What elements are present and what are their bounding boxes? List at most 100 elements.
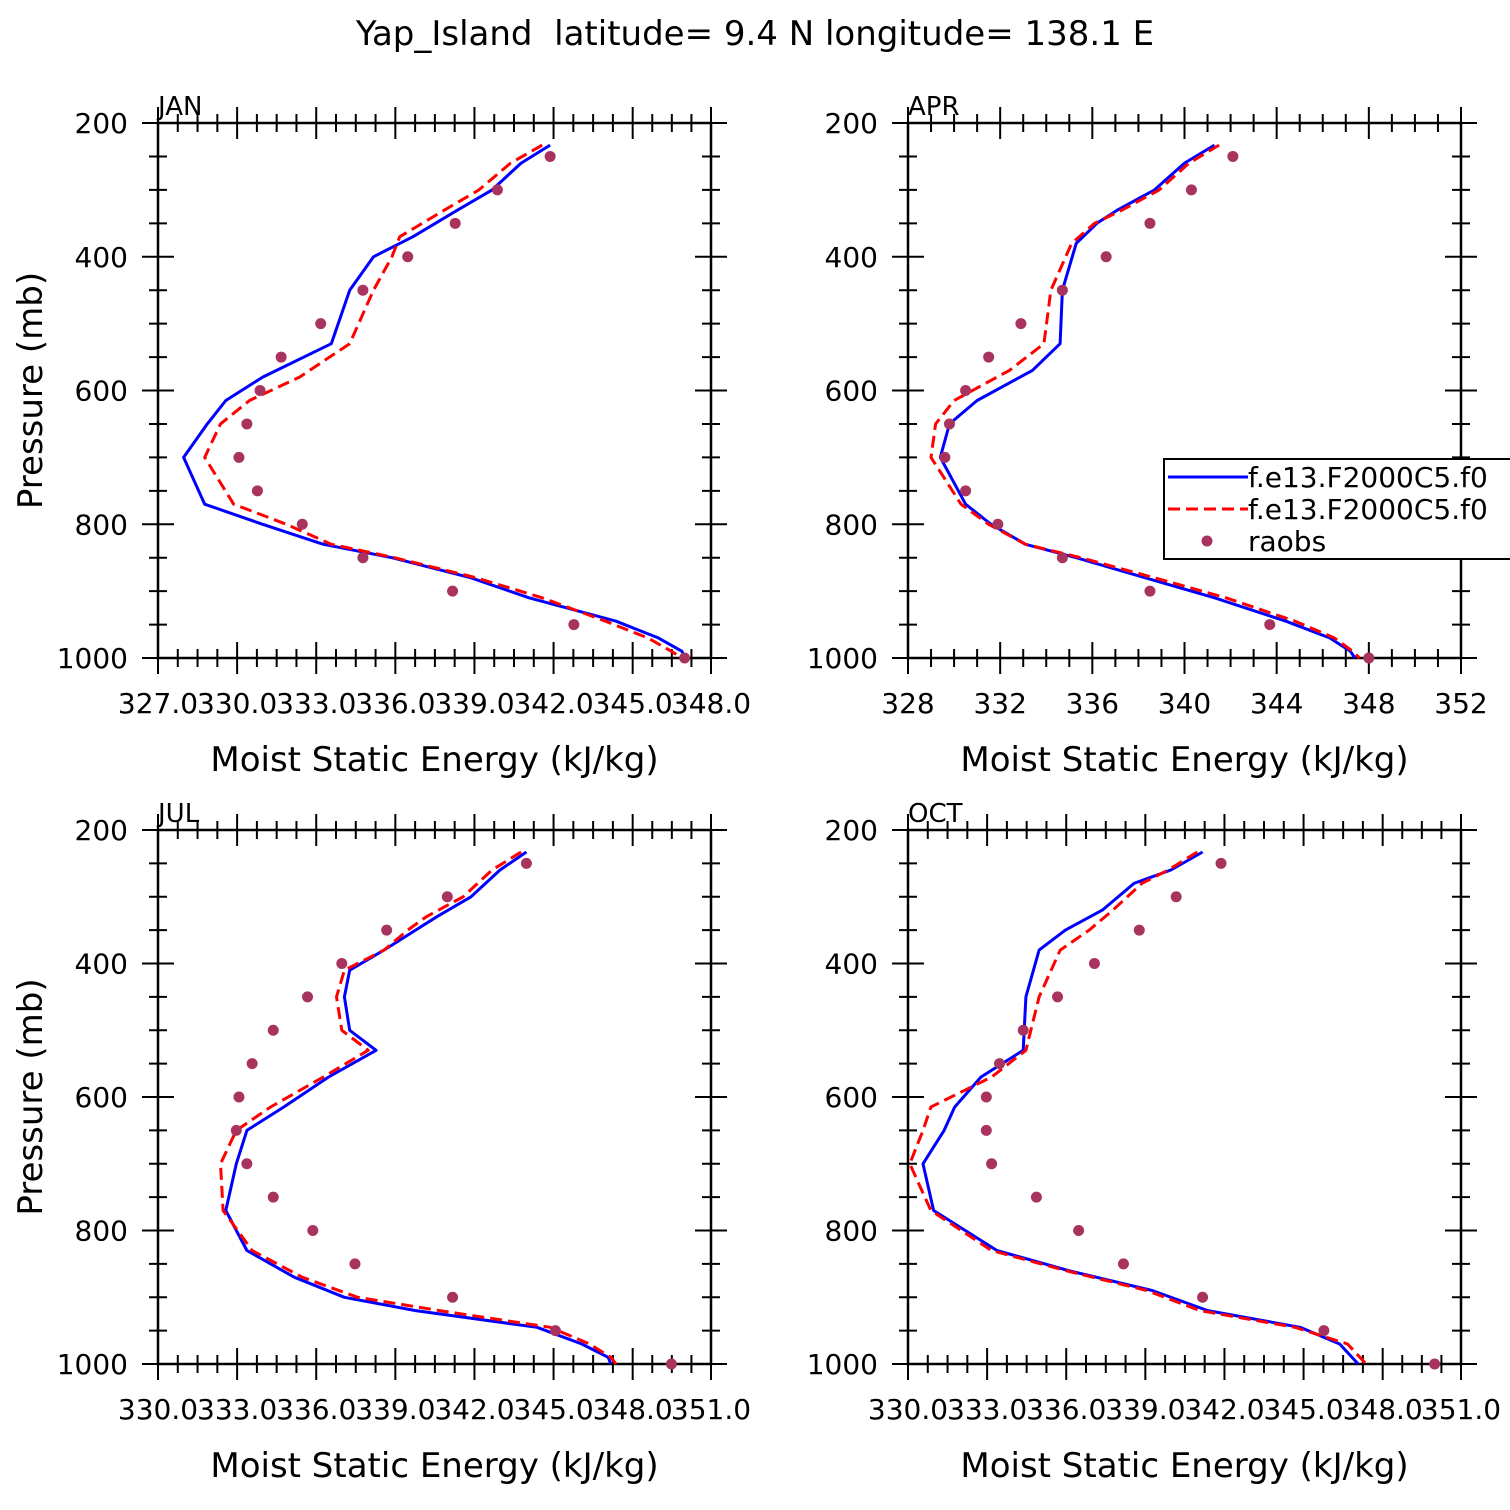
x-tick-label: 348.0 bbox=[593, 1393, 673, 1426]
raobs-point bbox=[549, 1325, 561, 1337]
raobs-point bbox=[491, 184, 503, 196]
x-axis-label: Moist Static Energy (kJ/kg) bbox=[210, 740, 658, 780]
x-tick-label: 344 bbox=[1250, 687, 1303, 720]
raobs-point bbox=[960, 385, 972, 396]
raobs-point bbox=[447, 1291, 459, 1303]
raobs-point bbox=[520, 857, 532, 869]
raobs-point bbox=[447, 585, 459, 597]
y-axis-label: Pressure (mb) bbox=[11, 272, 51, 509]
y-tick-label: 400 bbox=[825, 241, 878, 274]
x-axis-label: Moist Static Energy (kJ/kg) bbox=[210, 1446, 658, 1486]
x-tick-label: 336 bbox=[1066, 687, 1119, 720]
x-tick-label: 339.0 bbox=[1105, 1393, 1185, 1426]
y-tick-label: 800 bbox=[825, 1215, 878, 1248]
x-tick-label: 333.0 bbox=[947, 1393, 1027, 1426]
x-tick-label: 340 bbox=[1158, 687, 1211, 720]
raobs-point bbox=[296, 518, 308, 530]
x-tick-label: 351.0 bbox=[1421, 1393, 1501, 1426]
raobs-point bbox=[1100, 251, 1112, 263]
x-tick-label: 330.0 bbox=[868, 1393, 948, 1426]
y-tick-label: 600 bbox=[825, 1081, 878, 1114]
raobs-point bbox=[402, 251, 414, 263]
raobs-point bbox=[246, 1058, 258, 1070]
raobs-point bbox=[315, 318, 327, 330]
legend-marker bbox=[1201, 535, 1213, 547]
x-tick-label: 333.0 bbox=[276, 687, 356, 720]
x-tick-label: 339.0 bbox=[355, 1393, 435, 1426]
x-tick-label: 328 bbox=[881, 687, 934, 720]
raobs-point bbox=[1056, 284, 1068, 296]
y-tick-label: 200 bbox=[825, 814, 878, 847]
x-tick-label: 352 bbox=[1434, 687, 1487, 720]
raobs-point bbox=[1170, 891, 1182, 903]
legend-label: f.e13.F2000C5.f0 bbox=[1248, 461, 1488, 494]
y-tick-label: 800 bbox=[75, 1215, 128, 1248]
raobs-point bbox=[1227, 150, 1239, 162]
raobs-point bbox=[251, 485, 263, 497]
y-tick-label: 800 bbox=[825, 508, 878, 541]
raobs-point bbox=[302, 991, 314, 1003]
raobs-point bbox=[241, 418, 253, 430]
raobs-point bbox=[381, 924, 393, 936]
x-tick-label: 348.0 bbox=[671, 687, 751, 720]
panels: JAN2004006008001000327.0330.0333.0336.03… bbox=[11, 92, 1501, 1486]
panel-label: OCT bbox=[908, 799, 963, 829]
raobs-point bbox=[336, 958, 348, 969]
y-tick-label: 1000 bbox=[807, 642, 878, 675]
x-tick-label: 345.0 bbox=[1263, 1393, 1343, 1426]
raobs-point bbox=[983, 351, 995, 363]
raobs-point bbox=[986, 1158, 998, 1170]
raobs-point bbox=[230, 1124, 242, 1136]
y-tick-label: 400 bbox=[75, 948, 128, 981]
raobs-point bbox=[1429, 1358, 1441, 1370]
raobs-point bbox=[267, 1024, 279, 1036]
y-tick-label: 400 bbox=[825, 948, 878, 981]
series-line-dashed bbox=[908, 850, 1368, 1366]
y-tick-label: 1000 bbox=[57, 642, 128, 675]
raobs-point bbox=[1318, 1325, 1330, 1337]
series-line-dashed bbox=[929, 143, 1361, 660]
raobs-point bbox=[994, 1058, 1006, 1070]
raobs-point bbox=[679, 652, 691, 664]
raobs-point bbox=[1052, 991, 1064, 1003]
x-tick-label: 336.0 bbox=[276, 1393, 356, 1426]
raobs-point bbox=[1015, 318, 1027, 330]
x-axis-label: Moist Static Energy (kJ/kg) bbox=[960, 1446, 1408, 1486]
raobs-point bbox=[241, 1158, 253, 1170]
series-line-dashed bbox=[219, 850, 618, 1365]
x-tick-label: 332 bbox=[973, 687, 1026, 720]
x-tick-label: 351.0 bbox=[671, 1393, 751, 1426]
raobs-point bbox=[1117, 1258, 1129, 1270]
x-tick-label: 342.0 bbox=[513, 687, 593, 720]
x-tick-label: 342.0 bbox=[434, 1393, 514, 1426]
x-tick-label: 333.0 bbox=[197, 1393, 277, 1426]
raobs-point bbox=[1073, 1225, 1085, 1236]
y-tick-label: 400 bbox=[75, 241, 128, 274]
raobs-point bbox=[1185, 184, 1197, 196]
legend-label: raobs bbox=[1248, 525, 1326, 558]
x-tick-label: 342.0 bbox=[1184, 1393, 1264, 1426]
y-tick-label: 600 bbox=[75, 375, 128, 408]
raobs-point bbox=[1215, 857, 1227, 869]
raobs-point bbox=[267, 1191, 279, 1203]
x-tick-label: 336.0 bbox=[1026, 1393, 1106, 1426]
raobs-point bbox=[357, 284, 369, 296]
raobs-point bbox=[1088, 958, 1100, 969]
raobs-point bbox=[665, 1358, 677, 1370]
series-line-solid bbox=[224, 850, 613, 1365]
raobs-point bbox=[1197, 1291, 1209, 1303]
raobs-point bbox=[544, 150, 556, 162]
x-tick-label: 330.0 bbox=[197, 687, 277, 720]
panel-oct: OCT2004006008001000330.0333.0336.0339.03… bbox=[807, 799, 1501, 1486]
figure-title: Yap_Island latitude= 9.4 N longitude= 13… bbox=[355, 14, 1154, 54]
x-axis-label: Moist Static Energy (kJ/kg) bbox=[960, 740, 1408, 780]
raobs-point bbox=[939, 451, 951, 463]
y-tick-label: 200 bbox=[825, 107, 878, 140]
y-tick-label: 800 bbox=[75, 508, 128, 541]
raobs-point bbox=[980, 1091, 992, 1103]
raobs-point bbox=[1363, 652, 1375, 664]
x-tick-label: 336.0 bbox=[355, 687, 435, 720]
